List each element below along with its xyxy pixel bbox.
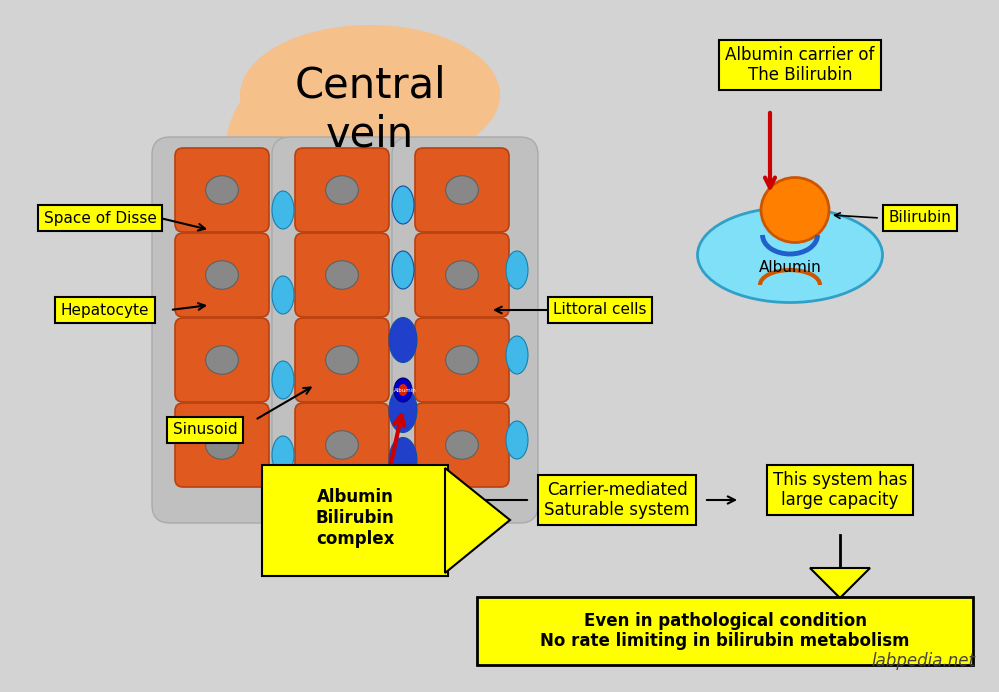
FancyBboxPatch shape [175,318,269,402]
Ellipse shape [315,250,395,370]
Text: Littoral cells: Littoral cells [553,302,646,318]
Ellipse shape [446,430,479,459]
Ellipse shape [206,176,239,204]
Ellipse shape [272,191,294,229]
Text: Bilirubin: Bilirubin [888,210,951,226]
FancyBboxPatch shape [295,148,389,232]
Ellipse shape [326,430,359,459]
Ellipse shape [506,421,528,459]
Ellipse shape [240,25,500,165]
Ellipse shape [392,251,414,289]
Text: Albumin: Albumin [394,388,417,392]
Ellipse shape [389,318,417,363]
Ellipse shape [446,346,479,374]
FancyBboxPatch shape [175,403,269,487]
FancyBboxPatch shape [295,403,389,487]
Ellipse shape [326,261,359,289]
Ellipse shape [272,436,294,474]
FancyBboxPatch shape [152,137,298,523]
Text: This system has
large capacity: This system has large capacity [773,471,907,509]
FancyBboxPatch shape [415,148,509,232]
FancyBboxPatch shape [392,137,538,523]
FancyBboxPatch shape [295,233,389,317]
FancyBboxPatch shape [175,233,269,317]
Ellipse shape [225,75,345,235]
Ellipse shape [385,110,475,250]
FancyBboxPatch shape [415,403,509,487]
Ellipse shape [392,186,414,224]
Text: labpedia.net: labpedia.net [871,652,975,670]
FancyBboxPatch shape [175,148,269,232]
Text: Hepatocyte: Hepatocyte [61,302,149,318]
Ellipse shape [206,430,239,459]
Ellipse shape [399,384,408,396]
FancyBboxPatch shape [477,597,973,665]
Ellipse shape [697,208,882,302]
Ellipse shape [206,346,239,374]
Ellipse shape [394,378,412,402]
FancyBboxPatch shape [295,318,389,402]
Ellipse shape [272,361,294,399]
Text: Albumin
Bilirubin
complex: Albumin Bilirubin complex [316,488,395,548]
Text: Sinusoid: Sinusoid [173,423,238,437]
Polygon shape [810,568,870,598]
Ellipse shape [506,251,528,289]
FancyBboxPatch shape [262,465,448,576]
Ellipse shape [326,346,359,374]
Text: Albumin: Albumin [758,260,821,275]
Ellipse shape [389,388,417,432]
Ellipse shape [446,261,479,289]
Ellipse shape [272,276,294,314]
Polygon shape [445,468,510,573]
FancyBboxPatch shape [415,233,509,317]
Ellipse shape [446,176,479,204]
Text: Space of Disse: Space of Disse [44,210,157,226]
Ellipse shape [389,437,417,482]
Text: Even in pathological condition
No rate limiting in bilirubin metabolism: Even in pathological condition No rate l… [540,612,910,650]
Ellipse shape [326,176,359,204]
Ellipse shape [506,336,528,374]
Ellipse shape [761,178,829,242]
Text: Central
vein: Central vein [294,64,446,155]
Ellipse shape [305,165,435,295]
FancyBboxPatch shape [415,318,509,402]
Text: Albumin carrier of
The Bilirubin: Albumin carrier of The Bilirubin [725,46,875,84]
Ellipse shape [206,261,239,289]
Text: Carrier-mediated
Saturable system: Carrier-mediated Saturable system [544,481,690,520]
FancyBboxPatch shape [272,137,418,523]
